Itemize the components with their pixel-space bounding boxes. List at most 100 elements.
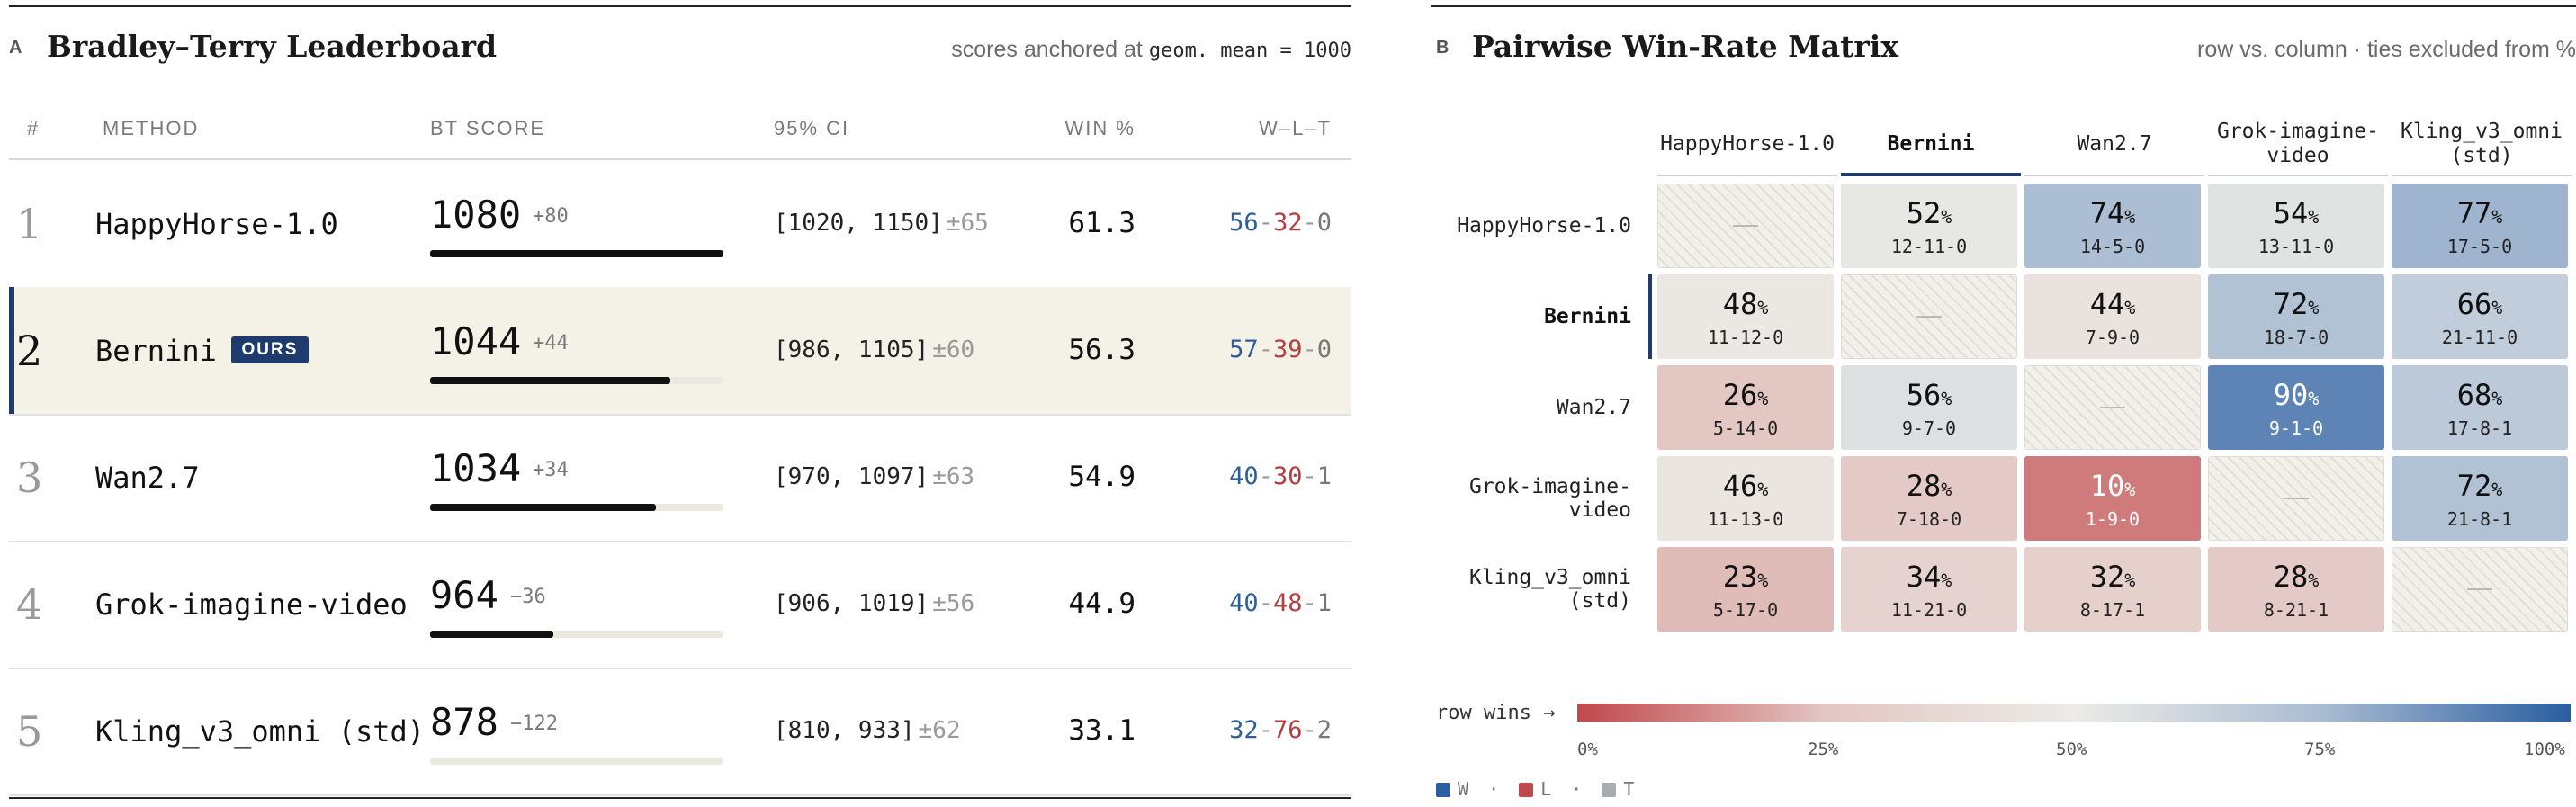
method-name: Kling_v3_omni (std) [95, 714, 426, 749]
wins: 40 [1229, 589, 1259, 617]
panel-note: row vs. column · ties excluded from % [2197, 37, 2576, 62]
heatmap-cell: 66% 21-11-0 [2392, 274, 2568, 359]
heatmap-cell: 23% 5-17-0 [1657, 547, 1834, 632]
column-rule [2024, 175, 2204, 176]
bt-score: 1034 [430, 446, 522, 490]
heatmap-cell: 26% 5-14-0 [1657, 365, 1834, 450]
diagonal-dash: — [1916, 300, 1942, 328]
color-scale-bar [1577, 704, 2571, 722]
panel-note: scores anchored at geom. mean = 1000 [951, 37, 1351, 63]
column-header-text: Kling_v3_omni (std) [2401, 120, 2563, 168]
heatmap-cell: 74% 14-5-0 [2024, 184, 2201, 268]
column-header-text: HappyHorse-1.0 [1660, 132, 1835, 157]
panel-title: Pairwise Win-Rate Matrix [1472, 29, 1898, 64]
column-header: Wan2.7 [2024, 113, 2204, 175]
column-header-line: Grok-imagine- [2216, 120, 2379, 143]
heatmap-cell-diagonal: — [1657, 184, 1834, 268]
row-header: Bernini [1431, 274, 1631, 359]
heatmap-cell: 72% 18-7-0 [2208, 274, 2384, 359]
losses: 30 [1272, 462, 1303, 490]
cell-win-rate: 66% [2392, 287, 2568, 321]
win-loss-tie: 56-32-0 [1229, 209, 1332, 237]
row-header-line: (std) [1568, 589, 1631, 613]
heatmap-cell: 32% 8-17-1 [2024, 547, 2201, 632]
cell-value: 77 [2456, 196, 2492, 230]
ours-badge: OURS [230, 336, 310, 363]
cell-unit: % [2124, 297, 2136, 318]
ci-halfwidth: ±62 [918, 717, 961, 744]
cell-win-rate: 48% [1657, 287, 1834, 321]
ties: 1 [1316, 589, 1332, 617]
score-bar-track [430, 631, 723, 638]
dash: - [1302, 209, 1317, 237]
dash: - [1302, 336, 1317, 363]
ci-range: [1020, 1150] [774, 210, 943, 237]
winrate-matrix-panel: B Pairwise Win-Rate Matrix row vs. colum… [1431, 0, 2576, 807]
losses: 76 [1272, 716, 1303, 744]
heatmap-cell: 28% 8-21-1 [2208, 547, 2384, 632]
heatmap-cell: 44% 7-9-0 [2024, 274, 2201, 359]
row-header-text: Bernini [1544, 305, 1631, 328]
confidence-interval: [906, 1019] ±56 [774, 590, 974, 617]
cell-unit: % [1757, 479, 1769, 500]
scale-tick-label: 100% [2524, 740, 2565, 759]
diagonal-dash: — [2467, 573, 2492, 601]
cell-unit: % [2308, 388, 2320, 409]
confidence-interval: [986, 1105] ±60 [774, 336, 974, 363]
diagonal-dash: — [2100, 391, 2125, 419]
diagonal-dash: — [1733, 210, 1758, 238]
score-bar-fill [430, 504, 657, 511]
heatmap-cell: 52% 12-11-0 [1841, 184, 2017, 268]
cell-win-rate: 77% [2392, 196, 2568, 230]
row-header-line: HappyHorse-1.0 [1457, 214, 1631, 238]
cell-record: 17-8-1 [2446, 417, 2513, 439]
cell-unit: % [2308, 206, 2320, 228]
cell-win-rate: 74% [2024, 196, 2201, 230]
rank-number: 5 [16, 707, 43, 756]
losses: 48 [1272, 589, 1303, 617]
bt-score: 878 [430, 700, 498, 744]
heatmap-cell-diagonal: — [2024, 365, 2201, 450]
cell-unit: % [1941, 388, 1952, 409]
note-prefix: scores anchored at [951, 37, 1143, 62]
ours-accent-bar [9, 287, 14, 414]
cell-value: 48 [1722, 287, 1758, 321]
leaderboard-row: 5 Kling_v3_omni (std) 878 −122 [810, 933] ±62… [9, 668, 1351, 796]
score-bar-fill [430, 250, 723, 257]
row-header: Kling_v3_omni (std) [1431, 547, 1631, 632]
column-header: Grok-imagine-video [2208, 113, 2388, 175]
cell-unit: % [1757, 388, 1769, 409]
heatmap-cell: 56% 9-7-0 [1841, 365, 2017, 450]
win-loss-tie: 40-30-1 [1229, 462, 1332, 490]
cell-record: 11-13-0 [1707, 508, 1784, 530]
cell-unit: % [1757, 569, 1769, 591]
ties: 0 [1316, 209, 1332, 237]
column-header-text: Bernini [1888, 132, 1975, 157]
row-header-text: HappyHorse-1.0 [1457, 214, 1631, 238]
leaderboard-panel: A Bradley–Terry Leaderboard scores ancho… [9, 0, 1351, 807]
cell-win-rate: 68% [2392, 378, 2568, 412]
cell-record: 8-17-1 [2079, 599, 2146, 621]
leaderboard-row: 3 Wan2.7 1034 +34 [970, 1097] ±63 54.9 40-30-1 [9, 414, 1351, 542]
dash: - [1258, 209, 1273, 237]
cell-win-rate: 34% [1841, 560, 2017, 594]
tie-swatch [1602, 783, 1617, 797]
cell-win-rate: 44% [2024, 287, 2201, 321]
cell-value: 54 [2273, 196, 2309, 230]
bt-score: 1044 [430, 319, 522, 363]
dash: - [1258, 716, 1273, 744]
wins: 40 [1229, 462, 1259, 490]
cell-unit: % [2491, 388, 2503, 409]
ties: 1 [1316, 462, 1332, 490]
win-swatch [1436, 783, 1450, 797]
cell-record: 11-21-0 [1890, 599, 1968, 621]
cell-value: 72 [2273, 287, 2309, 321]
cell-record: 11-12-0 [1707, 327, 1784, 348]
rank-number: 4 [16, 580, 43, 629]
score-bar-track [430, 504, 723, 511]
dash: - [1258, 462, 1273, 490]
cell-record: 17-5-0 [2446, 236, 2513, 257]
cell-value: 68 [2456, 378, 2492, 412]
legend-label: row wins → [1436, 702, 1556, 724]
key-w: W [1458, 778, 1469, 800]
